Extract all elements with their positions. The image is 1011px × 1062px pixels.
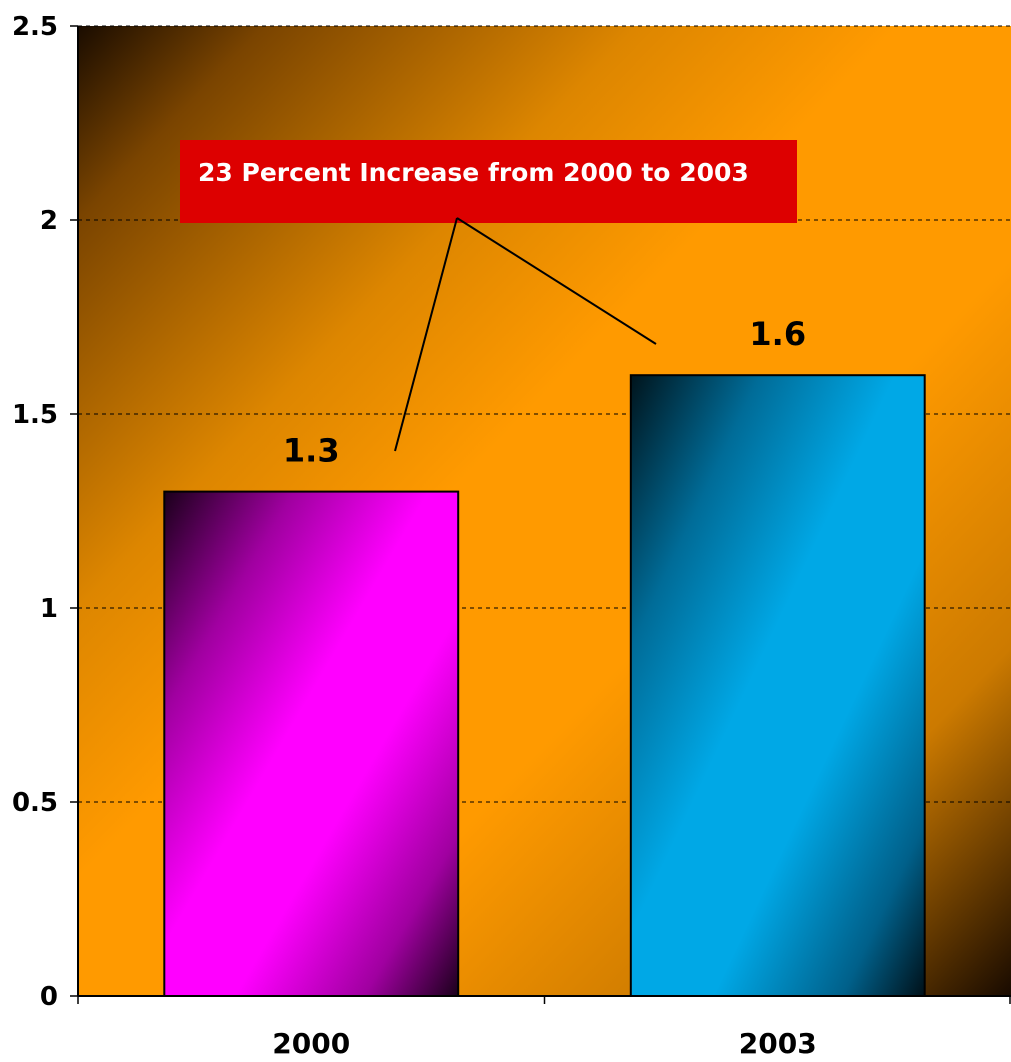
x-tick-label-2003: 2003 xyxy=(739,1027,817,1060)
y-tick-label: 0 xyxy=(40,982,58,1012)
data-label-2000: 1.3 xyxy=(283,432,340,470)
bar-2000 xyxy=(163,490,460,997)
y-tick-label: 1.5 xyxy=(12,400,58,430)
callout: 23 Percent Increase from 2000 to 2003 xyxy=(180,140,797,452)
axes xyxy=(70,25,1011,1004)
callout-box xyxy=(180,140,797,223)
y-tick-label: 0.5 xyxy=(12,788,58,818)
x-tick-labels: 2000 2003 xyxy=(272,1027,816,1060)
y-tick-label: 2 xyxy=(40,206,58,236)
x-tick-label-2000: 2000 xyxy=(272,1027,350,1060)
bar-2003 xyxy=(629,374,926,997)
y-tick-label: 2.5 xyxy=(12,12,58,42)
y-tick-label: 1 xyxy=(40,594,58,624)
callout-leader-2000 xyxy=(394,217,458,452)
callout-text: 23 Percent Increase from 2000 to 2003 xyxy=(198,158,749,187)
callout-leader-2003 xyxy=(456,217,657,345)
y-tick-labels: 0 0.5 1 1.5 2 2.5 xyxy=(12,12,58,1012)
bars xyxy=(163,374,926,997)
data-label-2003: 1.6 xyxy=(749,315,806,353)
data-labels: 1.3 1.6 xyxy=(283,315,806,469)
